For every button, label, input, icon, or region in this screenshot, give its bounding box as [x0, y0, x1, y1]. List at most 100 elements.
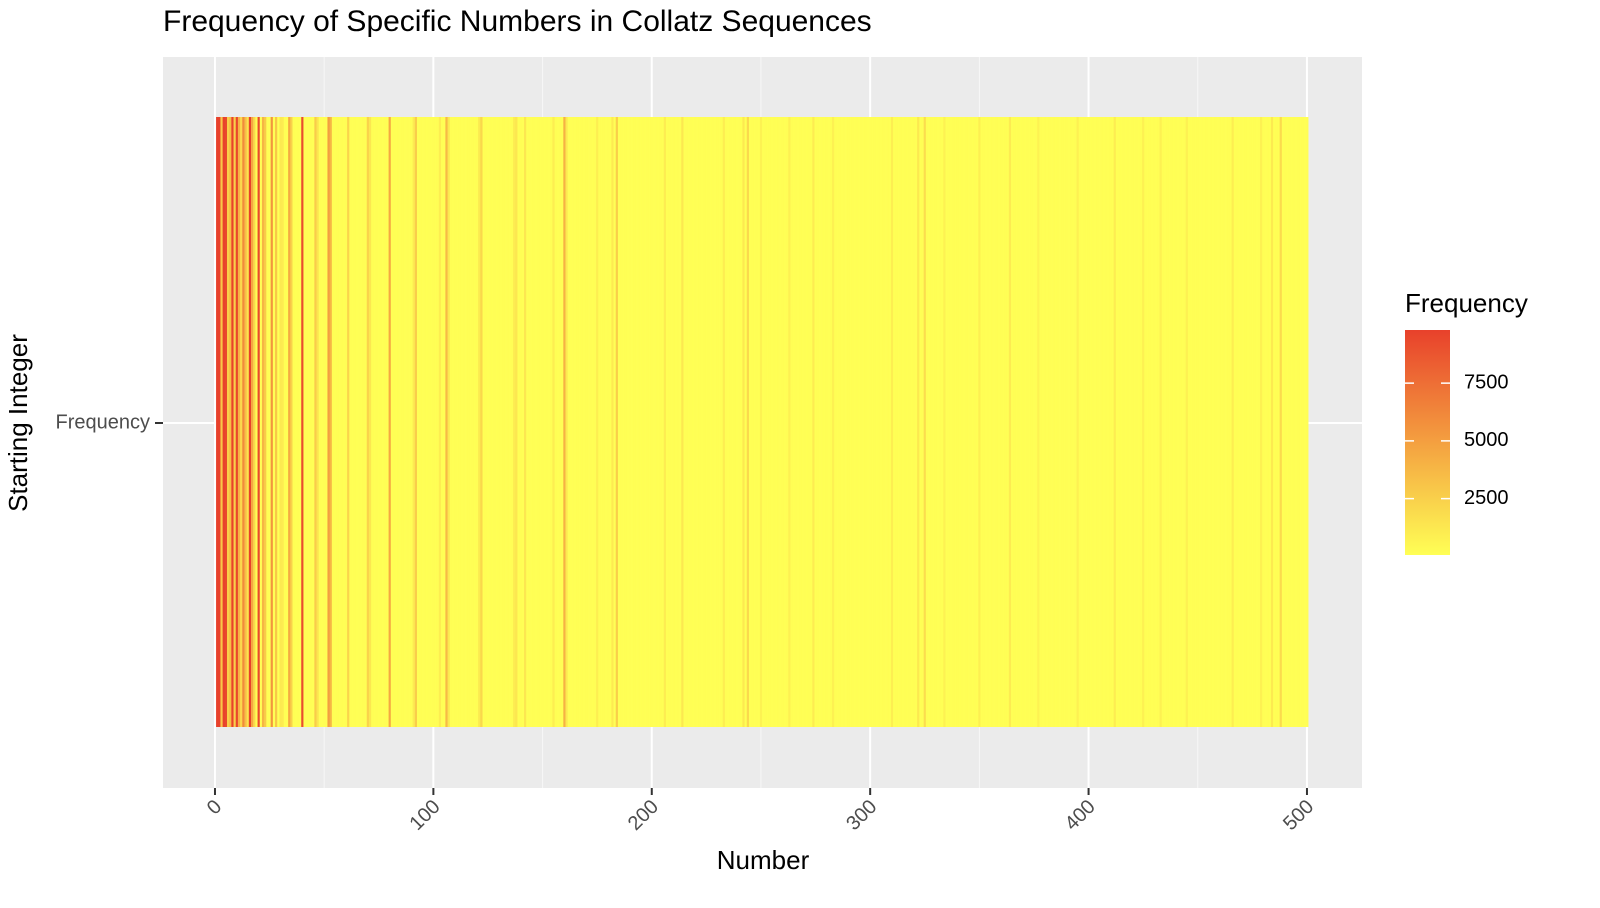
tile: [226, 117, 230, 727]
tile: [524, 117, 527, 727]
tile: [1080, 117, 1084, 727]
tile: [336, 117, 339, 727]
tile: [569, 117, 573, 727]
tile: [716, 117, 719, 727]
tile: [368, 117, 372, 727]
tile: [991, 117, 994, 727]
tile: [430, 117, 433, 727]
tile: [1043, 117, 1047, 727]
tile: [222, 117, 226, 727]
tile: [866, 117, 870, 727]
tile: [384, 117, 387, 727]
tile: [849, 117, 853, 727]
tile: [792, 117, 796, 727]
tile: [709, 117, 713, 727]
tile: [458, 117, 462, 727]
legend-title: Frequency: [1405, 288, 1528, 318]
tile: [781, 117, 785, 727]
tile: [471, 117, 475, 727]
colorbar-label: 5000: [1464, 429, 1509, 451]
tile: [884, 117, 887, 727]
tile: [1242, 117, 1246, 727]
tile: [275, 117, 278, 727]
tile: [296, 117, 300, 727]
tile: [1251, 117, 1254, 727]
tile: [349, 117, 352, 727]
tile: [1233, 117, 1237, 727]
tile: [1104, 117, 1108, 727]
tile: [853, 117, 857, 727]
tile: [366, 117, 370, 727]
tile: [976, 117, 979, 727]
tile: [283, 117, 287, 727]
tile: [242, 117, 245, 727]
tile: [1002, 117, 1005, 727]
tile: [665, 117, 669, 727]
tile: [580, 117, 584, 727]
tile: [449, 117, 453, 727]
tile: [572, 117, 575, 727]
tile: [757, 117, 761, 727]
tile: [683, 117, 687, 727]
tile: [855, 117, 859, 727]
tile: [1111, 117, 1115, 727]
tile: [338, 117, 341, 727]
y-axis-title: Starting Integer: [3, 334, 33, 512]
tile: [1094, 117, 1097, 727]
tile: [644, 117, 647, 727]
tile: [954, 117, 957, 727]
tile: [1048, 117, 1051, 727]
tile: [967, 117, 970, 727]
tile: [1039, 117, 1043, 727]
tile: [882, 117, 885, 727]
tile: [445, 117, 448, 727]
tile: [548, 117, 551, 727]
tile: [467, 117, 470, 727]
tile: [231, 117, 234, 727]
tile: [803, 117, 807, 727]
tile: [748, 117, 752, 727]
tile: [292, 117, 296, 727]
tile: [897, 117, 901, 727]
tile: [812, 117, 815, 727]
tile: [753, 117, 756, 727]
tile: [1218, 117, 1222, 727]
tile: [928, 117, 931, 727]
tile: [624, 117, 628, 727]
tile: [1262, 117, 1265, 727]
tile: [1006, 117, 1010, 727]
tile: [958, 117, 962, 727]
tile: [351, 117, 355, 727]
tile: [331, 117, 335, 727]
tile: [1115, 117, 1119, 727]
tile: [860, 117, 863, 727]
tile: [266, 117, 269, 727]
tile: [1159, 117, 1163, 727]
tile: [552, 117, 555, 727]
tile: [628, 117, 632, 727]
tile: [921, 117, 925, 727]
tile: [598, 117, 601, 727]
x-tick-label: 0: [203, 796, 226, 819]
tile: [1207, 117, 1211, 727]
tile: [279, 117, 282, 727]
tile: [775, 117, 778, 727]
tile: [703, 117, 706, 727]
tile: [845, 117, 848, 727]
tile: [744, 117, 748, 727]
tile: [1109, 117, 1112, 727]
tile: [1268, 117, 1272, 727]
tile: [504, 117, 507, 727]
tile: [532, 117, 536, 727]
tile: [423, 117, 427, 727]
tile: [327, 117, 331, 727]
tile: [432, 117, 435, 727]
tile: [696, 117, 700, 727]
tile: [1148, 117, 1152, 727]
tile: [652, 117, 656, 727]
tile: [674, 117, 678, 727]
tile: [1102, 117, 1106, 727]
tile: [895, 117, 898, 727]
tile: [1089, 117, 1093, 727]
